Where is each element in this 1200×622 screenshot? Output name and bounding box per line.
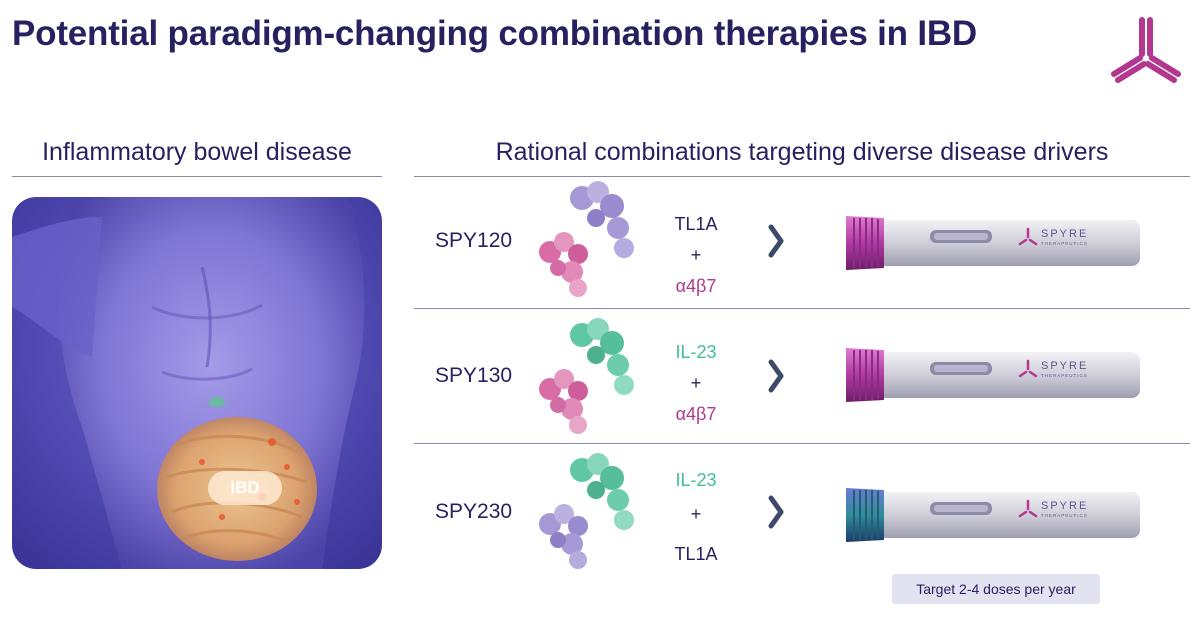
row-name-spy120: SPY120 bbox=[435, 229, 513, 252]
target-top-spy130: IL-23 bbox=[675, 342, 717, 362]
plus-sign: + bbox=[690, 373, 702, 393]
pen-brand-name: SPYRE bbox=[1041, 228, 1088, 240]
target-bottom-spy130: α4β7 bbox=[675, 404, 717, 424]
target-bottom-spy120: α4β7 bbox=[675, 276, 717, 296]
target-top-spy230: IL-23 bbox=[675, 470, 717, 490]
row-divider bbox=[414, 443, 1190, 444]
plus-sign: + bbox=[690, 504, 702, 524]
antibody-molecule-icon bbox=[539, 318, 634, 434]
body-illustration bbox=[12, 197, 382, 569]
pen-brand-sub: THERAPEUTICS bbox=[1041, 241, 1088, 246]
chevron-right-icon bbox=[768, 224, 784, 258]
row-name-spy230: SPY230 bbox=[435, 500, 513, 523]
row-name-spy130: SPY130 bbox=[435, 364, 513, 387]
pen-brand-name: SPYRE bbox=[1041, 500, 1088, 512]
right-section-heading: Rational combinations targeting diverse … bbox=[495, 138, 1109, 166]
dosing-badge: Target 2-4 doses per year bbox=[892, 574, 1100, 604]
ibd-badge: IBD bbox=[208, 471, 282, 505]
spyre-logo-icon bbox=[1111, 17, 1181, 83]
plus-sign: + bbox=[690, 245, 702, 265]
autoinjector-pen-image: SPYRE THERAPEUTICS bbox=[846, 488, 1140, 542]
left-section-heading: Inflammatory bowel disease bbox=[42, 138, 352, 166]
pen-brand-sub: THERAPEUTICS bbox=[1041, 513, 1088, 518]
autoinjector-pen-image: SPYRE THERAPEUTICS bbox=[846, 348, 1140, 402]
left-heading-rule bbox=[12, 176, 382, 177]
pen-brand-name: SPYRE bbox=[1041, 360, 1088, 372]
pen-brand-sub: THERAPEUTICS bbox=[1041, 373, 1088, 378]
right-heading-rule bbox=[414, 176, 1190, 177]
row-divider bbox=[414, 308, 1190, 309]
antibody-molecule-icon bbox=[539, 453, 634, 569]
target-top-spy120: TL1A bbox=[674, 214, 718, 234]
autoinjector-pen-image: SPYRE THERAPEUTICS bbox=[846, 216, 1140, 270]
page-title: Potential paradigm-changing combination … bbox=[12, 14, 978, 53]
chevron-right-icon bbox=[768, 495, 784, 529]
antibody-molecule-icon bbox=[539, 181, 634, 297]
chevron-right-icon bbox=[768, 359, 784, 393]
target-bottom-spy230: TL1A bbox=[674, 544, 718, 564]
